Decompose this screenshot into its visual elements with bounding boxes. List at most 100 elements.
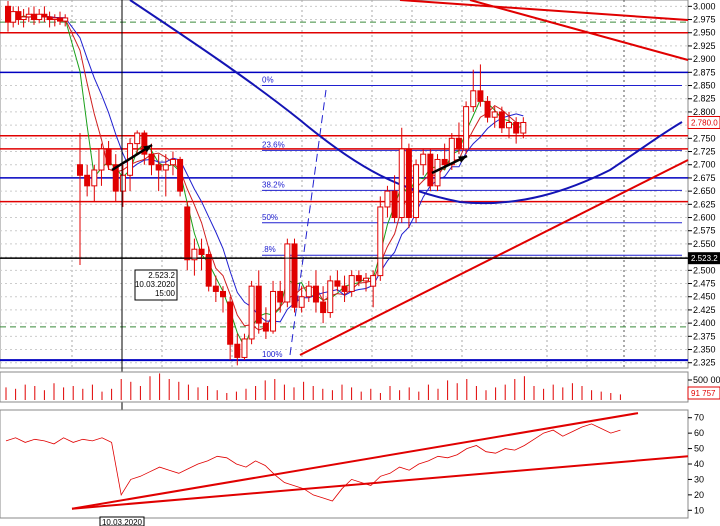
candle-body — [46, 16, 53, 21]
price-tick-label: 2.500 — [693, 265, 716, 275]
candle-body — [141, 132, 148, 155]
crosshair-time-text: 15:00 — [155, 289, 176, 298]
crosshair-price-text: 2.523.2 — [148, 271, 175, 280]
candle-body — [112, 164, 119, 192]
candle-body — [484, 100, 491, 118]
candle-body — [348, 275, 355, 292]
candle-body — [355, 275, 362, 282]
candle-body — [84, 174, 91, 187]
candle-body — [405, 148, 412, 219]
price-tick-label: 2.325 — [693, 358, 716, 368]
candle-body — [363, 277, 369, 282]
candle-body — [36, 13, 43, 21]
candle-body — [134, 132, 141, 145]
candle-body — [448, 137, 455, 166]
candle-body — [31, 13, 37, 21]
candle-body — [205, 253, 212, 287]
candle-body — [234, 343, 241, 358]
candle-body — [270, 290, 277, 332]
price-tick-label: 2.900 — [693, 54, 716, 64]
candle-body — [463, 106, 470, 150]
oscillator-tick-label: 60 — [694, 428, 704, 438]
volume-frame — [0, 371, 689, 403]
trend-line — [469, 0, 689, 61]
price-tick-label: 2.650 — [693, 186, 716, 196]
candle-body — [15, 11, 22, 21]
price-tick-label: 2.625 — [693, 199, 716, 209]
candle-body — [513, 121, 520, 134]
price-tick-label: 2.425 — [693, 305, 716, 315]
trend-line — [399, 0, 689, 21]
price-tick-label: 2.350 — [693, 345, 716, 355]
oscillator-trend-line — [71, 412, 639, 510]
price-tick-label: 2.475 — [693, 279, 716, 289]
candle-body — [284, 243, 291, 303]
fib-level-label: 100% — [262, 350, 282, 359]
candle-body — [341, 285, 348, 292]
price-tick-label: 2.850 — [693, 81, 716, 91]
price-tick-label: 2.575 — [693, 226, 716, 236]
candle-body — [212, 285, 219, 292]
candle-body — [305, 285, 312, 298]
price-tick-label: 2.825 — [693, 94, 716, 104]
candle-body — [57, 17, 63, 22]
candle-body — [277, 290, 284, 303]
candle-body — [155, 164, 162, 171]
oscillator-line — [5, 423, 621, 502]
price-tick-label: 2.400 — [693, 318, 716, 328]
candle-body — [298, 296, 305, 308]
price-tick-label: 2.800 — [693, 107, 716, 117]
candle-body — [62, 17, 69, 22]
candle-body — [441, 158, 448, 166]
volume-current-box — [687, 386, 720, 400]
ma-long-line — [129, 0, 683, 205]
price-tick-label: 2.725 — [693, 147, 716, 157]
oscillator-tick-label: 30 — [694, 474, 704, 484]
candle-body — [498, 111, 505, 129]
candle-body — [291, 243, 298, 308]
crosshair-price-axis-label: 2.523.2 — [691, 254, 718, 263]
fib-level-label: 38.2% — [262, 180, 285, 189]
dashed-trend-line — [289, 89, 327, 356]
price-tick-label: 2.950 — [693, 28, 716, 38]
candle-body — [51, 17, 58, 21]
candle-body — [177, 158, 184, 192]
candle-body — [91, 169, 98, 187]
candle-body — [377, 206, 384, 277]
arrow-head — [458, 156, 467, 163]
price-tick-label: 2.750 — [693, 133, 716, 143]
candle-body — [470, 90, 477, 108]
candle-body — [5, 5, 11, 23]
candle-body — [427, 153, 434, 187]
candle-body — [434, 158, 441, 187]
candle-body — [477, 90, 484, 102]
price-tick-label: 3.000 — [693, 1, 716, 11]
price-tick-label: 2.450 — [693, 292, 716, 302]
candle-body — [220, 290, 226, 298]
candle-body — [262, 322, 269, 332]
oscillator-trend-line — [71, 455, 689, 510]
oscillator-tick-label: 20 — [694, 490, 704, 500]
candle-body — [191, 248, 198, 261]
candle-body — [520, 121, 527, 134]
oscillator-tick-label: 50 — [694, 444, 704, 454]
candle-body — [198, 248, 205, 255]
trend-line — [299, 159, 689, 356]
price-tick-label: 2.875 — [693, 67, 716, 77]
price-tick-label: 2.700 — [693, 160, 716, 170]
price-tick-label: 2.925 — [693, 41, 716, 51]
fib-level-label: 23.6% — [262, 140, 285, 149]
current-price-box — [687, 115, 720, 129]
candle-body — [169, 158, 176, 166]
current-price-label: 2.780.0 — [691, 118, 718, 127]
price-tick-label: 2.600 — [693, 213, 716, 223]
candle-body — [184, 206, 191, 261]
price-tick-label: 2.550 — [693, 239, 716, 249]
fib-level-label: 0% — [262, 76, 274, 85]
candle-body — [227, 301, 234, 345]
candle-body — [77, 164, 83, 176]
candle-body — [119, 174, 126, 192]
price-tick-label: 2.975 — [693, 15, 716, 25]
